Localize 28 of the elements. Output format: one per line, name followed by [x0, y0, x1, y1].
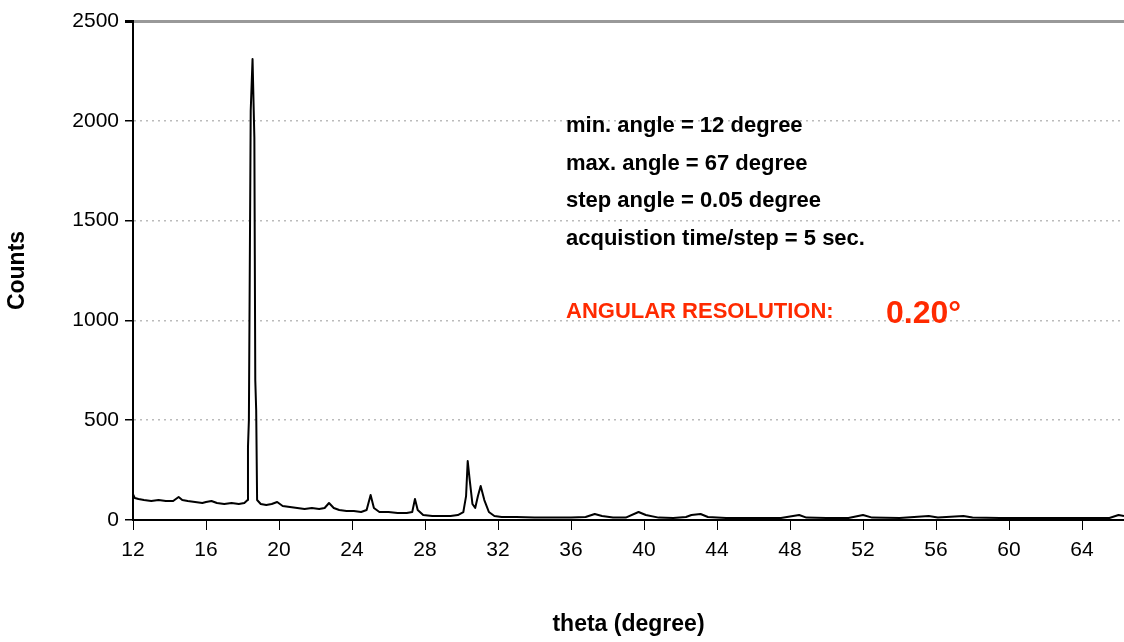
y-tick-label: 0 [107, 506, 119, 530]
annotation: min. angle = 12 degree [566, 112, 803, 138]
x-axis-title: theta (degree) [552, 609, 705, 636]
x-tick-label: 36 [559, 537, 583, 561]
x-tick-label: 44 [705, 537, 730, 561]
x-tick-label: 20 [267, 537, 291, 561]
annotation: acquistion time/step = 5 sec. [566, 224, 865, 250]
x-tick-label: 24 [340, 537, 365, 561]
annotation: max. angle = 67 degree [566, 149, 808, 175]
annotation: ANGULAR RESOLUTION: [566, 298, 834, 324]
x-tick-label: 64 [1070, 537, 1095, 561]
x-tick-label: 48 [778, 537, 802, 561]
x-tick-label: 60 [997, 537, 1021, 561]
annotation: step angle = 0.05 degree [566, 187, 821, 213]
y-tick-label: 1500 [72, 207, 119, 231]
x-tick-label: 52 [851, 537, 875, 561]
y-tick-label: 1000 [72, 307, 119, 331]
y-tick-label: 500 [83, 407, 119, 430]
y-tick-label: 2000 [72, 107, 119, 131]
annotation: 0.20° [886, 293, 962, 330]
x-tick-label: 28 [413, 537, 437, 561]
x-tick-label: 32 [486, 537, 510, 561]
x-tick-label: 12 [121, 537, 145, 561]
x-tick-label: 16 [194, 537, 218, 561]
x-tick-label: 40 [632, 537, 656, 561]
y-axis-title: Counts [3, 230, 30, 311]
x-tick-label: 56 [924, 537, 948, 561]
y-tick-label: 2500 [72, 7, 119, 31]
